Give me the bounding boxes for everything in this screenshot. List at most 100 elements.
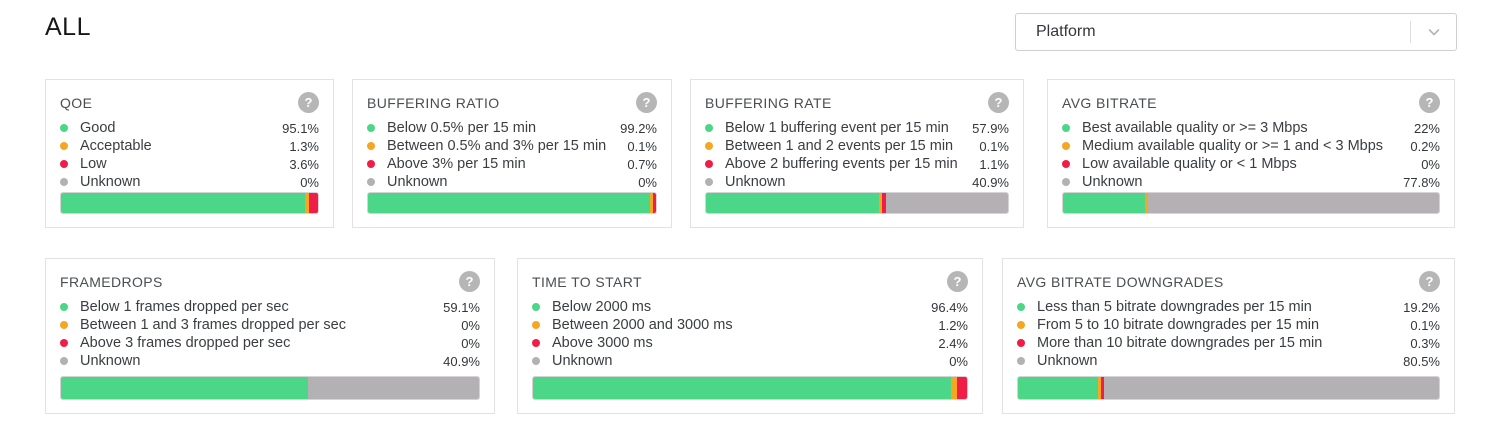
- help-icon[interactable]: ?: [988, 92, 1009, 113]
- legend-label: Below 0.5% per 15 min: [387, 120, 537, 136]
- help-icon[interactable]: ?: [947, 271, 968, 292]
- legend-row: Between 1 and 3 frames dropped per sec 0…: [60, 316, 480, 334]
- card-title: BUFFERING RATE: [705, 95, 832, 111]
- card-legend: Below 1 frames dropped per sec 59.1% Bet…: [60, 298, 480, 370]
- bar-segment-unknown: [1148, 193, 1439, 213]
- legend-label: Above 2 buffering events per 15 min: [725, 156, 958, 172]
- acceptable-legend-dot: [367, 142, 375, 150]
- unknown-legend-dot: [1017, 357, 1025, 365]
- legend-row: Below 1 frames dropped per sec 59.1%: [60, 298, 480, 316]
- unknown-legend-dot: [532, 357, 540, 365]
- bar-segment-unknown: [885, 193, 1008, 213]
- help-icon[interactable]: ?: [1419, 92, 1440, 113]
- good-legend-dot: [705, 124, 713, 132]
- metric-card: QOE ? Good 95.1% Acceptable 1.3% Low 3.6…: [45, 79, 334, 228]
- bar-segment-good: [368, 193, 650, 213]
- legend-label: Unknown: [80, 353, 141, 369]
- card-legend: Below 0.5% per 15 min 99.2% Between 0.5%…: [367, 119, 657, 191]
- unknown-legend-dot: [367, 178, 375, 186]
- legend-value: 19.2%: [1403, 299, 1440, 315]
- stacked-bar: [60, 192, 319, 214]
- legend-value: 0.3%: [1410, 335, 1440, 351]
- platform-dropdown[interactable]: Platform: [1015, 13, 1457, 51]
- help-icon[interactable]: ?: [1419, 271, 1440, 292]
- legend-value: 3.6%: [289, 156, 319, 172]
- metric-card: TIME TO START ? Below 2000 ms 96.4% Betw…: [517, 258, 983, 414]
- acceptable-legend-dot: [532, 321, 540, 329]
- card-legend: Less than 5 bitrate downgrades per 15 mi…: [1017, 298, 1440, 370]
- card-title: AVG BITRATE: [1062, 95, 1157, 111]
- good-legend-dot: [60, 303, 68, 311]
- acceptable-legend-dot: [1062, 142, 1070, 150]
- good-legend-dot: [1062, 124, 1070, 132]
- legend-row: Unknown 0%: [367, 173, 657, 191]
- legend-value: 59.1%: [443, 299, 480, 315]
- low-legend-dot: [1062, 160, 1070, 168]
- card-legend: Below 1 buffering event per 15 min 57.9%…: [705, 119, 1009, 191]
- stacked-bar: [1017, 376, 1440, 400]
- legend-value: 80.5%: [1403, 353, 1440, 369]
- legend-label: Unknown: [552, 353, 613, 369]
- card-title: FRAMEDROPS: [60, 274, 163, 290]
- metric-card: BUFFERING RATE ? Below 1 buffering event…: [690, 79, 1024, 228]
- unknown-legend-dot: [705, 178, 713, 186]
- legend-value: 0.1%: [1410, 317, 1440, 333]
- card-legend: Best available quality or >= 3 Mbps 22% …: [1062, 119, 1440, 191]
- legend-row: Below 1 buffering event per 15 min 57.9%: [705, 119, 1009, 137]
- low-legend-dot: [532, 339, 540, 347]
- platform-dropdown-label: Platform: [1036, 23, 1096, 40]
- acceptable-legend-dot: [60, 321, 68, 329]
- legend-label: Best available quality or >= 3 Mbps: [1082, 120, 1308, 136]
- legend-row: Above 3000 ms 2.4%: [532, 334, 968, 352]
- bar-segment-acceptable: [650, 193, 653, 213]
- legend-value: 2.4%: [938, 335, 968, 351]
- legend-value: 95.1%: [282, 120, 319, 136]
- metric-card: AVG BITRATE ? Best available quality or …: [1047, 79, 1455, 228]
- acceptable-legend-dot: [60, 142, 68, 150]
- stacked-bar: [367, 192, 657, 214]
- legend-row: Above 3 frames dropped per sec 0%: [60, 334, 480, 352]
- bar-segment-low: [882, 193, 886, 213]
- page-title: ALL: [45, 13, 91, 41]
- legend-row: Medium available quality or >= 1 and < 3…: [1062, 137, 1440, 155]
- good-legend-dot: [1017, 303, 1025, 311]
- legend-value: 0.1%: [979, 138, 1009, 154]
- legend-label: Between 2000 and 3000 ms: [552, 317, 733, 333]
- bar-segment-good: [533, 377, 952, 399]
- bar-segment-good: [706, 193, 880, 213]
- good-legend-dot: [60, 124, 68, 132]
- stacked-bar: [1062, 192, 1440, 214]
- bar-segment-acceptable: [1097, 377, 1101, 399]
- bar-segment-low: [956, 377, 967, 399]
- legend-value: 40.9%: [443, 353, 480, 369]
- legend-value: 0%: [949, 353, 968, 369]
- legend-label: More than 10 bitrate downgrades per 15 m…: [1037, 335, 1323, 351]
- unknown-legend-dot: [60, 178, 68, 186]
- legend-row: Below 2000 ms 96.4%: [532, 298, 968, 316]
- legend-label: Unknown: [80, 174, 141, 190]
- legend-row: Unknown 80.5%: [1017, 352, 1440, 370]
- bar-segment-good: [1018, 377, 1098, 399]
- low-legend-dot: [367, 160, 375, 168]
- bar-segment-acceptable: [879, 193, 883, 213]
- legend-label: Below 1 buffering event per 15 min: [725, 120, 949, 136]
- bar-segment-low: [1100, 377, 1104, 399]
- legend-row: Low available quality or < 1 Mbps 0%: [1062, 155, 1440, 173]
- legend-value: 99.2%: [620, 120, 657, 136]
- legend-label: From 5 to 10 bitrate downgrades per 15 m…: [1037, 317, 1320, 333]
- help-icon[interactable]: ?: [636, 92, 657, 113]
- legend-value: 57.9%: [972, 120, 1009, 136]
- card-legend: Below 2000 ms 96.4% Between 2000 and 300…: [532, 298, 968, 370]
- unknown-legend-dot: [60, 357, 68, 365]
- card-header: BUFFERING RATIO ?: [367, 92, 657, 113]
- good-legend-dot: [367, 124, 375, 132]
- card-title: BUFFERING RATIO: [367, 95, 500, 111]
- help-icon[interactable]: ?: [298, 92, 319, 113]
- bar-segment-good: [61, 377, 309, 399]
- metric-card: BUFFERING RATIO ? Below 0.5% per 15 min …: [352, 79, 672, 228]
- help-icon[interactable]: ?: [459, 271, 480, 292]
- legend-label: Below 2000 ms: [552, 299, 652, 315]
- card-header: QOE ?: [60, 92, 319, 113]
- card-header: AVG BITRATE ?: [1062, 92, 1440, 113]
- bar-segment-low: [653, 193, 656, 213]
